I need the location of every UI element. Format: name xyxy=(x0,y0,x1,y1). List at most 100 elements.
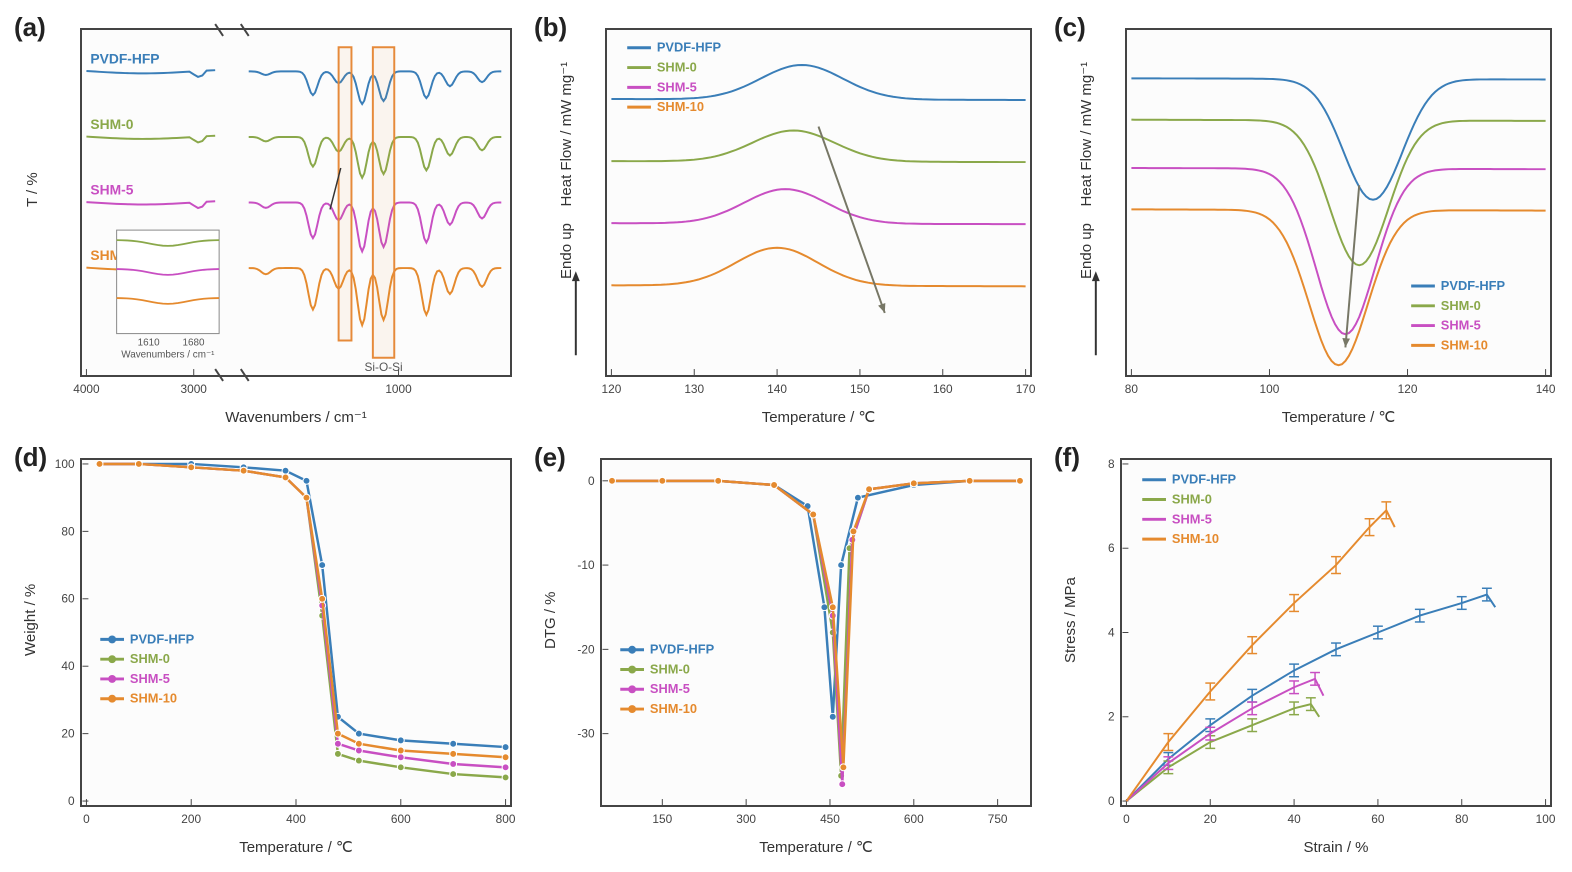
svg-text:PVDF-HFP: PVDF-HFP xyxy=(1441,278,1506,293)
panel-b-svg: 120130140150160170PVDF-HFPSHM-0SHM-5SHM-… xyxy=(607,30,1030,375)
plot-a-area: 400030001000PVDF-HFPSHM-0SHM-5SHM-10Si-O… xyxy=(80,28,512,377)
svg-text:150: 150 xyxy=(652,812,672,826)
panel-f: (f) 02040608010002468PVDF-HFPSHM-0SHM-5S… xyxy=(1050,440,1562,862)
svg-text:60: 60 xyxy=(1371,812,1385,826)
svg-text:SHM-5: SHM-5 xyxy=(650,681,690,696)
svg-text:PVDF-HFP: PVDF-HFP xyxy=(90,50,159,66)
svg-text:80: 80 xyxy=(1125,382,1139,396)
panel-d-ylabel: Weight / % xyxy=(22,550,39,690)
panel-a-svg: 400030001000PVDF-HFPSHM-0SHM-5SHM-10Si-O… xyxy=(82,30,510,375)
panel-e: (e) 150 300 450 600 750 0 -10 -20 -30 PVDF-HFP SHM… xyxy=(530,440,1042,862)
svg-text:SHM-0: SHM-0 xyxy=(1441,298,1481,313)
svg-text:6: 6 xyxy=(1108,541,1115,555)
panel-c-ylabel: Endo up Heat Flow / mW mg⁻¹ xyxy=(1078,40,1096,300)
panel-c-ylabel-prefix: Endo up xyxy=(1078,223,1095,279)
svg-text:SHM-5: SHM-5 xyxy=(657,79,697,94)
svg-text:140: 140 xyxy=(1536,382,1556,396)
svg-text:Si-O-Si: Si-O-Si xyxy=(364,360,402,374)
svg-text:600: 600 xyxy=(391,812,411,826)
svg-text:0: 0 xyxy=(1108,794,1115,808)
plot-c-area: 80100120140PVDF-HFPSHM-0SHM-5SHM-10 xyxy=(1125,28,1552,377)
panel-d: (d) 0200400600800020406080100PVDF-HFPSHM… xyxy=(10,440,522,862)
plot-e-area: 1503004506007500-10-20-30PVDF-HFPSHM-0SH… xyxy=(600,458,1032,807)
svg-text:450: 450 xyxy=(820,812,840,826)
svg-text:SHM-0: SHM-0 xyxy=(657,60,697,75)
panel-b-ylabel-main: Heat Flow / mW mg⁻¹ xyxy=(558,61,575,206)
svg-text:SHM-0: SHM-0 xyxy=(90,116,133,132)
svg-text:SHM-0: SHM-0 xyxy=(650,661,690,676)
svg-text:40: 40 xyxy=(1287,812,1301,826)
svg-text:0: 0 xyxy=(588,474,595,488)
svg-text:4000: 4000 xyxy=(73,382,100,396)
panel-a-ylabel: T / % xyxy=(24,130,41,250)
svg-text:20: 20 xyxy=(61,727,75,741)
svg-text:3000: 3000 xyxy=(181,382,208,396)
svg-text:0: 0 xyxy=(83,812,90,826)
svg-text:600: 600 xyxy=(904,812,924,826)
panel-d-svg: 0200400600800020406080100PVDF-HFPSHM-0SH… xyxy=(82,460,510,805)
svg-text:40: 40 xyxy=(61,659,75,673)
plot-b-area: 120130140150160170PVDF-HFPSHM-0SHM-5SHM-… xyxy=(605,28,1032,377)
svg-text:4: 4 xyxy=(1108,625,1115,639)
plot-d-area: 0200400600800020406080100PVDF-HFPSHM-0SH… xyxy=(80,458,512,807)
svg-text:SHM-10: SHM-10 xyxy=(130,691,177,706)
svg-text:-10: -10 xyxy=(577,558,595,572)
panel-a-label: (a) xyxy=(14,12,46,43)
svg-text:80: 80 xyxy=(61,524,75,538)
panel-c-label: (c) xyxy=(1054,12,1086,43)
panel-b-ylabel: Endo up Heat Flow / mW mg⁻¹ xyxy=(558,40,576,300)
svg-text:1000: 1000 xyxy=(385,382,412,396)
plot-f-area: 02040608010002468PVDF-HFPSHM-0SHM-5SHM-1… xyxy=(1120,458,1552,807)
panel-f-xlabel: Strain / % xyxy=(1120,839,1552,856)
svg-text:PVDF-HFP: PVDF-HFP xyxy=(650,642,715,657)
svg-text:Wavenumbers / cm⁻¹: Wavenumbers / cm⁻¹ xyxy=(121,349,215,360)
svg-text:200: 200 xyxy=(181,812,201,826)
svg-text:8: 8 xyxy=(1108,457,1115,471)
svg-text:PVDF-HFP: PVDF-HFP xyxy=(657,40,722,55)
svg-text:400: 400 xyxy=(286,812,306,826)
svg-text:PVDF-HFP: PVDF-HFP xyxy=(130,631,195,646)
svg-text:750: 750 xyxy=(988,812,1008,826)
svg-text:SHM-5: SHM-5 xyxy=(90,182,133,198)
svg-text:SHM-10: SHM-10 xyxy=(657,99,704,114)
svg-text:150: 150 xyxy=(850,382,870,396)
panel-c: (c) 80100120140PVDF-HFPSHM-0SHM-5SHM-10 … xyxy=(1050,10,1562,432)
svg-text:100: 100 xyxy=(1260,382,1280,396)
svg-text:SHM-5: SHM-5 xyxy=(130,671,170,686)
figure-grid: (a) 400030001000PVDF-HFPSHM-0SHM-5SHM-10… xyxy=(10,10,1562,862)
svg-text:1680: 1680 xyxy=(183,337,205,348)
svg-text:0: 0 xyxy=(1123,812,1130,826)
panel-e-xlabel: Temperature / ℃ xyxy=(600,838,1032,856)
svg-text:-30: -30 xyxy=(577,727,595,741)
svg-text:SHM-0: SHM-0 xyxy=(130,651,170,666)
svg-text:170: 170 xyxy=(1016,382,1036,396)
svg-text:SHM-0: SHM-0 xyxy=(1172,491,1212,506)
svg-text:SHM-5: SHM-5 xyxy=(1172,511,1212,526)
panel-b: (b) 120130140150160170PVDF-HFPSHM-0SHM-5… xyxy=(530,10,1042,432)
svg-text:100: 100 xyxy=(55,457,75,471)
svg-text:SHM-10: SHM-10 xyxy=(650,701,697,716)
svg-text:100: 100 xyxy=(1536,812,1556,826)
svg-text:0: 0 xyxy=(68,794,75,808)
svg-text:120: 120 xyxy=(602,382,622,396)
panel-a: (a) 400030001000PVDF-HFPSHM-0SHM-5SHM-10… xyxy=(10,10,522,432)
panel-e-label: (e) xyxy=(534,442,566,473)
svg-text:PVDF-HFP: PVDF-HFP xyxy=(1172,472,1237,487)
panel-d-xlabel: Temperature / ℃ xyxy=(80,838,512,856)
panel-f-label: (f) xyxy=(1054,442,1080,473)
svg-text:1610: 1610 xyxy=(138,337,160,348)
panel-f-ylabel: Stress / MPa xyxy=(1062,560,1079,680)
svg-text:20: 20 xyxy=(1204,812,1218,826)
panel-b-label: (b) xyxy=(534,12,567,43)
svg-text:120: 120 xyxy=(1398,382,1418,396)
panel-c-svg: 80100120140PVDF-HFPSHM-0SHM-5SHM-10 xyxy=(1127,30,1550,375)
panel-a-xlabel: Wavenumbers / cm⁻¹ xyxy=(80,408,512,426)
svg-text:800: 800 xyxy=(496,812,516,826)
svg-text:SHM-10: SHM-10 xyxy=(1172,531,1219,546)
panel-b-xlabel: Temperature / ℃ xyxy=(605,408,1032,426)
svg-text:300: 300 xyxy=(736,812,756,826)
panel-c-ylabel-main: Heat Flow / mW mg⁻¹ xyxy=(1078,61,1095,206)
svg-text:-20: -20 xyxy=(577,642,595,656)
panel-f-svg: 02040608010002468PVDF-HFPSHM-0SHM-5SHM-1… xyxy=(1122,460,1550,805)
panel-e-svg: 1503004506007500-10-20-30PVDF-HFPSHM-0SH… xyxy=(602,460,1030,805)
